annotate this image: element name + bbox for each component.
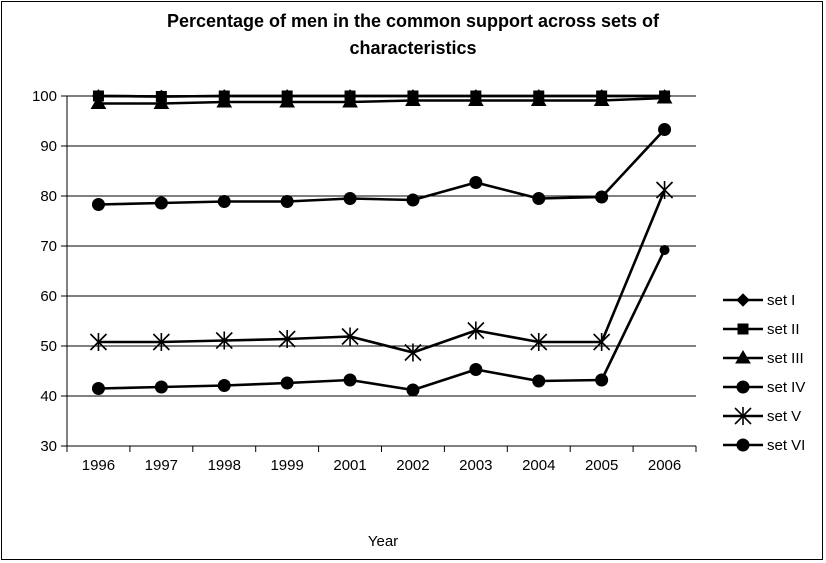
data-point bbox=[153, 95, 170, 109]
data-point bbox=[406, 383, 420, 397]
data-point bbox=[152, 333, 170, 351]
chart-title-line-2: characteristics bbox=[349, 38, 476, 58]
data-point bbox=[532, 374, 546, 388]
series-3 bbox=[90, 90, 673, 109]
data-point bbox=[593, 333, 611, 351]
data-point bbox=[469, 363, 483, 376]
data-point bbox=[342, 94, 358, 108]
x-tick-label: 2001 bbox=[333, 457, 366, 474]
x-tick-label: 1998 bbox=[208, 457, 241, 474]
data-point bbox=[278, 330, 296, 348]
y-tick-label: 100 bbox=[32, 88, 57, 105]
legend-marker bbox=[734, 407, 752, 425]
data-point bbox=[467, 321, 485, 340]
legend-label: set V bbox=[767, 408, 801, 425]
legend-item: set III bbox=[723, 350, 804, 367]
legend-item: set I bbox=[723, 292, 795, 309]
data-point bbox=[404, 343, 422, 362]
data-point bbox=[154, 380, 168, 394]
data-point bbox=[89, 333, 108, 351]
data-point bbox=[343, 192, 357, 205]
x-tick-label: 1999 bbox=[270, 457, 303, 474]
data-point bbox=[279, 94, 296, 108]
y-tick-label: 50 bbox=[40, 338, 57, 355]
legend-item: set II bbox=[723, 321, 800, 338]
series-line bbox=[98, 128, 666, 206]
data-point bbox=[595, 373, 609, 387]
data-point bbox=[593, 92, 610, 106]
data-point bbox=[280, 195, 294, 208]
series-line bbox=[98, 96, 665, 105]
x-tick-label: 1996 bbox=[82, 457, 115, 474]
series-6 bbox=[91, 245, 670, 397]
data-point bbox=[90, 95, 107, 109]
chart-title: Percentage of men in the common support … bbox=[167, 11, 660, 58]
data-point bbox=[91, 382, 105, 395]
y-tick-label: 90 bbox=[40, 138, 57, 155]
legend-marker bbox=[736, 380, 750, 394]
x-tick-label: 2002 bbox=[396, 457, 429, 474]
x-tick-labels: 1996 1997 1998 1999 2001 2002 2003 2004 2005 2006 bbox=[82, 457, 681, 474]
data-point bbox=[217, 195, 231, 208]
data-point bbox=[280, 376, 294, 390]
legend-label: set II bbox=[767, 321, 800, 338]
data-point bbox=[154, 196, 168, 210]
chart-title-line-1: Percentage of men in the common support … bbox=[167, 11, 660, 31]
data-point bbox=[216, 94, 233, 108]
data-point bbox=[530, 333, 548, 351]
x-tick-label: 2004 bbox=[522, 457, 555, 474]
legend-item: set VI bbox=[723, 437, 805, 454]
data-point bbox=[532, 192, 546, 205]
legend-item: set V bbox=[723, 407, 801, 425]
data-point bbox=[91, 198, 105, 211]
data-point bbox=[467, 92, 484, 106]
legend-item: set IV bbox=[723, 379, 805, 396]
y-tick-label: 40 bbox=[40, 388, 57, 405]
legend-label: set VI bbox=[767, 437, 805, 454]
data-point bbox=[405, 92, 421, 106]
x-tick-label: 2003 bbox=[459, 457, 492, 474]
data-point bbox=[469, 176, 483, 189]
y-tick-label: 30 bbox=[40, 438, 57, 455]
x-tick-label: 2006 bbox=[648, 457, 681, 474]
data-point bbox=[215, 331, 233, 350]
data-point bbox=[343, 373, 357, 387]
series-4 bbox=[91, 123, 672, 211]
series-line bbox=[98, 94, 665, 98]
x-axis-label: Year bbox=[368, 533, 398, 550]
legend-marker bbox=[737, 323, 749, 335]
data-point bbox=[656, 90, 673, 104]
axes bbox=[61, 95, 697, 452]
legend-marker bbox=[736, 293, 750, 307]
data-point bbox=[406, 193, 420, 207]
data-point bbox=[659, 245, 670, 255]
data-point bbox=[217, 379, 231, 392]
legend-label: set III bbox=[767, 350, 804, 367]
data-point bbox=[658, 123, 672, 136]
x-tick-label: 2005 bbox=[585, 457, 618, 474]
series-line bbox=[98, 249, 666, 392]
data-point bbox=[530, 92, 547, 106]
legend-label: set IV bbox=[767, 379, 805, 396]
y-tick-label: 60 bbox=[40, 288, 57, 305]
series-lines bbox=[89, 89, 674, 397]
series-5 bbox=[89, 181, 674, 362]
y-tick-label: 80 bbox=[40, 188, 57, 205]
legend-marker bbox=[736, 438, 750, 452]
data-point bbox=[595, 190, 609, 204]
legend: set I set II set III set IV set V set VI bbox=[723, 292, 805, 454]
legend-marker bbox=[735, 350, 751, 364]
legend-label: set I bbox=[767, 292, 795, 309]
series-line bbox=[98, 189, 666, 354]
data-point bbox=[655, 181, 674, 199]
x-tick-label: 1997 bbox=[145, 457, 178, 474]
y-tick-label: 70 bbox=[40, 238, 57, 255]
y-tick-labels: 30 40 50 60 70 80 90 100 bbox=[32, 88, 57, 455]
data-point bbox=[341, 327, 359, 346]
